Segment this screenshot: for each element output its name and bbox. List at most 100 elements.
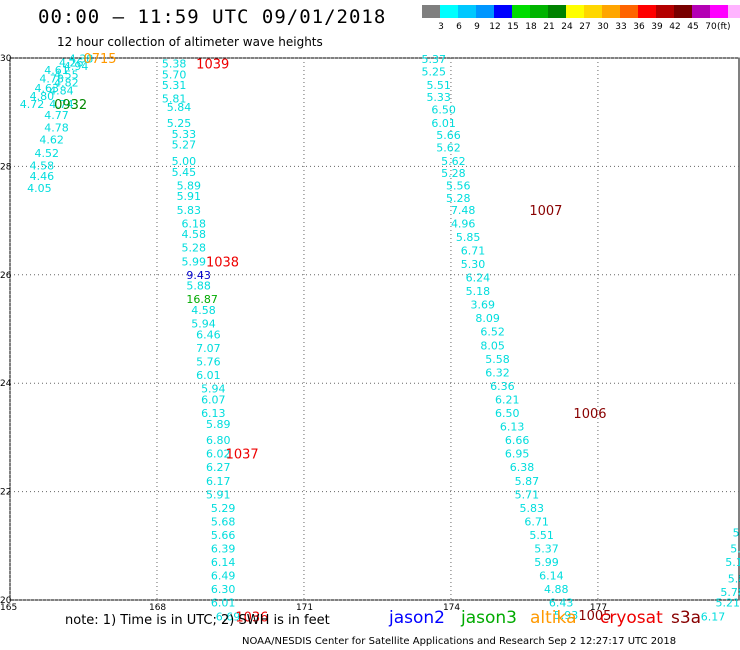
scale-swatch [476,5,494,18]
scale-tick-label: 33 [615,22,627,32]
wave-height-value: 6.71 [524,515,549,528]
scale-swatch [602,5,620,18]
wave-height-value: 5.70 [162,68,187,81]
wave-height-value: 6.80 [206,434,231,447]
scale-swatch [620,5,638,18]
scale-swatch [458,5,476,18]
wave-height-value: 6.17 [701,610,726,623]
wave-height-value: 5.83 [520,502,545,515]
wave-height-value: 4.82 [54,76,79,89]
wave-height-value: 5.99 [534,556,559,569]
wave-height-value: 5.56 [446,179,471,192]
wave-height-value: 5.28 [441,167,466,180]
wave-height-value: 8.05 [480,339,505,352]
lon-tick-label: 168 [149,603,166,613]
scale-tick-label: 18 [525,22,537,32]
wave-height-value: 7.07 [196,342,221,355]
wave-height-value: 8.09 [475,312,500,325]
scale-tick-label: 6 [456,22,462,32]
wave-height-value: 5.78 [720,586,740,599]
wave-height-value: 5.91 [206,488,231,501]
wave-height-value: 6.01 [211,597,236,610]
wave-height-value: 5.99 [181,255,206,268]
legend-s3a: s3a [671,608,702,628]
wave-height-value: 6.32 [485,366,510,379]
wave-height-value: 4.72 [20,98,45,111]
wave-height-value: 6.39 [211,543,236,556]
wave-height-value: 5.31 [162,79,187,92]
wave-height-value: 5.25 [422,66,447,79]
wave-height-value: 5.76 [196,356,221,369]
wave-height-value: 6.95 [505,448,530,461]
map-frame [9,57,740,601]
scale-tick-label: 27 [579,22,591,32]
scale-swatch [584,5,602,18]
wave-height-value: 4.58 [191,304,216,317]
wave-height-value: 5.84 [167,101,192,114]
wave-height-value: 4.61 [44,64,69,77]
wave-height-value: 6.02 [206,448,231,461]
wave-height-value: 6.46 [196,328,221,341]
wave-height-value: 6.07 [201,393,226,406]
wave-height-value: 4.78 [39,73,64,86]
scale-tick-label: 39 [651,22,663,32]
scale-tick-label: 12 [489,22,501,32]
lat-tick-label: 22 [0,488,11,498]
lat-tick-label: 24 [0,379,12,389]
wave-height-value: 5.27 [172,139,197,152]
footnote: note: 1) Time is in UTC; 2) SWH is in fe… [65,613,330,628]
wave-height-value: 4.58 [30,159,54,172]
wave-height-value: 5.89 [177,179,202,192]
legend-jason3: jason3 [461,608,517,628]
wave-height-value: 5.94 [201,383,226,396]
wave-height-value: 4.46 [30,170,54,183]
wave-height-value: 6.49 [211,570,236,583]
wave-height-value: 5.88 [186,280,211,293]
wave-height-value: 5.38 [162,57,187,70]
wave-height-value: 6.18 [181,217,206,230]
legend-jason2: jason2 [389,608,445,628]
wave-height-value: 5.21 [716,597,740,610]
wave-height-value: 6.14 [539,570,564,583]
wave-height-value: 6.50 [495,407,520,420]
wave-height-value: 6.38 [510,461,535,474]
wave-height-value: 5.89 [206,418,231,431]
scale-swatch [440,5,458,18]
wave-height-value: 5.51 [426,79,451,92]
wave-height-value: 5.00 [172,155,197,168]
wave-height-value: 5.33 [172,128,197,141]
wave-height-value: 6.24 [466,272,491,285]
wave-height-value: 5.45 [172,166,197,179]
scale-swatch [548,5,566,18]
scale-swatch [638,5,656,18]
wave-height-value: 6.01 [196,369,221,382]
scale-tick-label: 9 [474,22,480,32]
lat-tick-label: 30 [0,54,12,64]
wave-height-value: 6.21 [495,393,520,406]
wave-height-value: 6.14 [211,556,236,569]
pass-time-label: 1038 [206,255,239,270]
pass-time-label: 1007 [529,204,562,219]
pass-time-label: 1036 [235,610,268,625]
wave-height-value: 6.17 [206,475,231,488]
wave-height-value: 6.13 [500,421,524,434]
scale-tick-label: 36 [633,22,645,32]
wave-height-value: 5.28 [181,242,206,255]
wave-height-value: 5.25 [167,117,192,130]
legend-cryosat: cryosat [600,608,663,628]
scale-tick-label: 30 [597,22,609,32]
scale-swatch [692,5,710,18]
scale-swatch [422,5,440,18]
lon-tick-label: 177 [590,603,607,613]
wave-height-value: 4.38 [69,53,94,66]
wave-height-value: 5.91 [177,190,202,203]
scale-swatch [494,5,512,18]
wave-height-value: 4.55 [54,68,79,81]
wave-height-value: 5.29 [211,502,236,515]
wave-height-value: 5.83 [177,204,202,217]
pass-time-label: 0932 [54,98,87,113]
pass-time-label: 1005 [578,609,611,624]
wave-height-value: 4.94 [64,60,89,73]
lat-tick-label: 26 [0,271,12,281]
wave-height-value: 5.85 [456,231,481,244]
